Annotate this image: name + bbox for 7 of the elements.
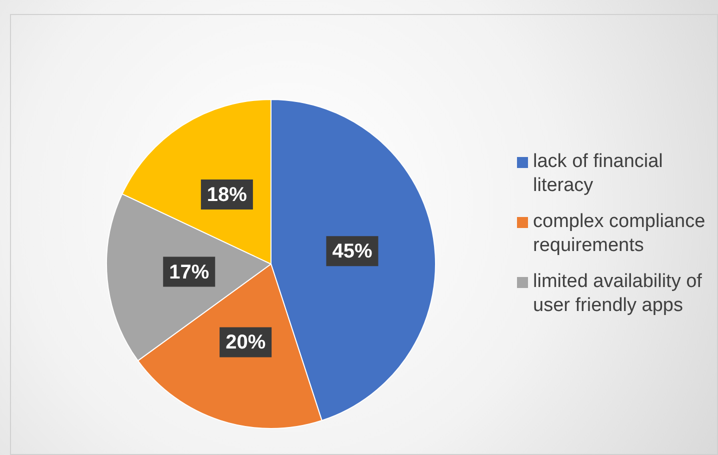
slice-label: lack of financial literacy	[533, 150, 664, 198]
legend-label: complex compliance requirements	[533, 210, 706, 258]
data-label: 20%	[226, 332, 266, 354]
data-label: 18%	[206, 184, 248, 206]
data-label: 45%	[332, 240, 372, 263]
legend-label: limited availability of user friendly apps	[533, 270, 703, 318]
data-label: 17%	[169, 261, 210, 284]
